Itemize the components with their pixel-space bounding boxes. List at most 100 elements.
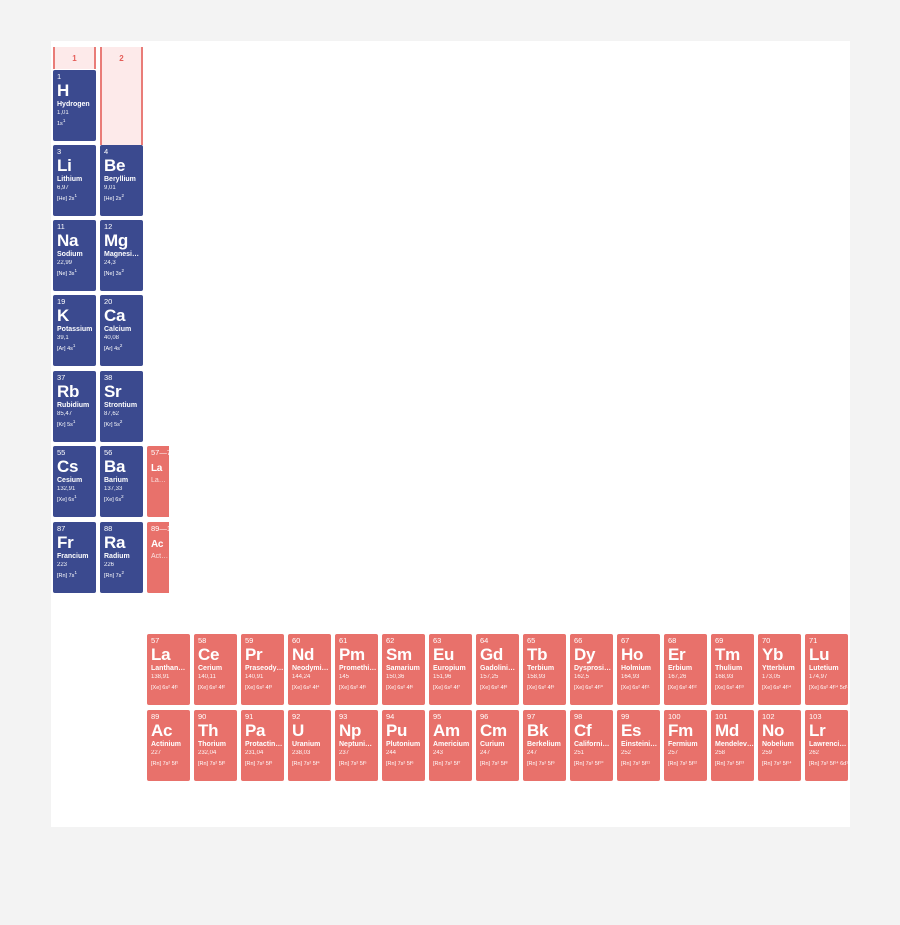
element-name: Gadolini… <box>480 665 515 672</box>
atomic-mass: 132,91 <box>57 486 76 492</box>
element-cell-cs[interactable]: 55 Cs Cesium 132,91 [Xe] 6s1 <box>53 446 96 517</box>
element-cell-np[interactable]: 93 Np Neptuni… 237 [Rn] 7s² 5f⁵ <box>335 710 378 781</box>
element-name: Lawrenci… <box>809 741 847 748</box>
electron-config: [Xe] 6s² 4f⁵ <box>339 685 367 691</box>
element-name: Americium <box>433 741 470 748</box>
element-symbol: Dy <box>574 645 596 664</box>
element-cell-eu[interactable]: 63 Eu Europium 151,96 [Xe] 6s² 4f⁷ <box>429 634 472 705</box>
element-symbol: Lu <box>809 645 830 664</box>
element-cell-th[interactable]: 90 Th Thorium 232,04 [Rn] 7s² 5f² <box>194 710 237 781</box>
element-cell-ba[interactable]: 56 Ba Barium 137,33 [Xe] 6s2 <box>100 446 143 517</box>
atomic-number: 97 <box>527 712 536 721</box>
actinides-placeholder[interactable]: 89—103 Ac Actinides <box>147 522 169 593</box>
atomic-mass: 238,03 <box>292 750 311 756</box>
lanthanides-placeholder[interactable]: 57—71 La Lanthanides <box>147 446 169 517</box>
element-cell-fr[interactable]: 87 Fr Francium 223 [Rn] 7s1 <box>53 522 96 593</box>
element-cell-sr[interactable]: 38 Sr Strontium 87,62 [Kr] 5s2 <box>100 371 143 442</box>
atomic-mass: 226 <box>104 562 115 568</box>
element-cell-ce[interactable]: 58 Ce Cerium 140,11 [Xe] 6s² 4f² <box>194 634 237 705</box>
atomic-number: 65 <box>527 636 536 645</box>
element-cell-bk[interactable]: 97 Bk Berkelium 247 [Rn] 7s² 5f⁹ <box>523 710 566 781</box>
element-cell-h[interactable]: 1 H Hydrogen 1,01 1s1 <box>53 70 96 141</box>
element-name: Einsteini… <box>621 741 658 748</box>
atomic-number: 90 <box>198 712 207 721</box>
element-name: Cesium <box>57 477 83 484</box>
element-cell-gd[interactable]: 64 Gd Gadolini… 157,25 [Xe] 6s² 4f⁸ <box>476 634 519 705</box>
element-symbol: Fr <box>57 533 74 552</box>
element-symbol: Ra <box>104 533 126 552</box>
atomic-mass: 85,47 <box>57 411 73 417</box>
element-name: Praseodym… <box>245 665 284 672</box>
atomic-mass: 237 <box>339 750 350 756</box>
element-cell-na[interactable]: 11 Na Sodium 22,99 [Ne] 3s1 <box>53 220 96 291</box>
electron-config: [Xe] 6s² 4f¹³ <box>715 685 744 691</box>
element-name: Cerium <box>198 665 223 672</box>
element-cell-u[interactable]: 92 U Uranium 238,03 [Rn] 7s² 5f⁴ <box>288 710 331 781</box>
atomic-number: 70 <box>762 636 771 645</box>
element-cell-be[interactable]: 4 Be Beryllium 9,01 [He] 2s2 <box>100 145 143 216</box>
group-header-2[interactable]: 2 <box>100 47 143 69</box>
element-cell-lu[interactable]: 71 Lu Lutetium 174,97 [Xe] 6s² 4f¹⁴ 5d¹ <box>805 634 848 705</box>
electron-config: [Xe] 6s² 4f¹⁴ <box>762 685 792 691</box>
electron-config: [Rn] 7s² 5f¹³ <box>715 761 745 767</box>
element-cell-ho[interactable]: 67 Ho Holmium 164,93 [Xe] 6s² 4f¹¹ <box>617 634 660 705</box>
atomic-mass: 257 <box>668 750 679 756</box>
element-cell-cm[interactable]: 96 Cm Curium 247 [Rn] 7s² 5f⁸ <box>476 710 519 781</box>
atomic-number: 64 <box>480 636 489 645</box>
element-cell-li[interactable]: 3 Li Lithium 6,97 [He] 2s1 <box>53 145 96 216</box>
element-cell-sm[interactable]: 62 Sm Samarium 150,36 [Xe] 6s² 4f⁶ <box>382 634 425 705</box>
element-cell-cf[interactable]: 98 Cf Californi… 251 [Rn] 7s² 5f¹⁰ <box>570 710 613 781</box>
series-symbol: La <box>151 463 163 474</box>
element-cell-k[interactable]: 19 K Potassium 39,1 [Ar] 4s1 <box>53 295 96 366</box>
element-symbol: Cs <box>57 457 79 476</box>
atomic-mass: 251 <box>574 750 585 756</box>
element-cell-am[interactable]: 95 Am Americium 243 [Rn] 7s² 5f⁷ <box>429 710 472 781</box>
element-name: Promethium <box>339 665 378 672</box>
electron-config: [Kr] 5s1 <box>57 419 76 428</box>
electron-config: [Rn] 7s² 5f¹⁰ <box>574 761 604 767</box>
atomic-number: 93 <box>339 712 348 721</box>
atomic-number: 103 <box>809 712 822 721</box>
atomic-number: 66 <box>574 636 583 645</box>
element-cell-ca[interactable]: 20 Ca Calcium 40,08 [Ar] 4s2 <box>100 295 143 366</box>
element-symbol: Ac <box>151 721 173 740</box>
element-cell-la[interactable]: 57 La Lanthan… 138,91 [Xe] 6s² 4f¹ <box>147 634 190 705</box>
group-header-1[interactable]: 1 <box>53 47 96 69</box>
atomic-mass: 173,05 <box>762 674 781 680</box>
electron-config: [Rn] 7s² 5f⁸ <box>480 761 508 767</box>
element-cell-md[interactable]: 101 Md Mendelevi… 258 [Rn] 7s² 5f¹³ <box>711 710 754 781</box>
atomic-number: 37 <box>57 373 66 382</box>
element-cell-lr[interactable]: 103 Lr Lawrenci… 262 [Rn] 7s² 5f¹⁴ 6d¹ <box>805 710 848 781</box>
atomic-number: 87 <box>57 524 66 533</box>
range-number: 89—103 <box>151 524 169 533</box>
element-cell-rb[interactable]: 37 Rb Rubidium 85,47 [Kr] 5s1 <box>53 371 96 442</box>
element-name: Lanthan… <box>151 665 186 672</box>
element-cell-ac[interactable]: 89 Ac Actinium 227 [Rn] 7s² 5f¹ <box>147 710 190 781</box>
element-symbol: H <box>57 81 69 100</box>
element-cell-tm[interactable]: 69 Tm Thulium 168,93 [Xe] 6s² 4f¹³ <box>711 634 754 705</box>
element-cell-es[interactable]: 99 Es Einsteini… 252 [Rn] 7s² 5f¹¹ <box>617 710 660 781</box>
element-symbol: Ho <box>621 645 644 664</box>
electron-config: [He] 2s2 <box>104 193 124 202</box>
element-name: Calcium <box>104 326 132 333</box>
element-cell-pm[interactable]: 61 Pm Promethium 145 [Xe] 6s² 4f⁵ <box>335 634 378 705</box>
element-cell-nd[interactable]: 60 Nd Neodymi… 144,24 [Xe] 6s² 4f⁴ <box>288 634 331 705</box>
element-cell-yb[interactable]: 70 Yb Ytterbium 173,05 [Xe] 6s² 4f¹⁴ <box>758 634 801 705</box>
element-cell-dy[interactable]: 66 Dy Dysprosi… 162,5 [Xe] 6s² 4f¹⁰ <box>570 634 613 705</box>
element-name: Lithium <box>57 176 83 183</box>
atomic-mass: 168,93 <box>715 674 734 680</box>
electron-config: [Rn] 7s² 5f¹⁴ 6d¹ <box>809 761 848 767</box>
element-cell-ra[interactable]: 88 Ra Radium 226 [Rn] 7s2 <box>100 522 143 593</box>
atomic-mass: 9,01 <box>104 185 116 191</box>
electron-config: [Rn] 7s² 5f¹ <box>151 761 179 767</box>
element-cell-no[interactable]: 102 No Nobelium 259 [Rn] 7s² 5f¹⁴ <box>758 710 801 781</box>
element-cell-pu[interactable]: 94 Pu Plutonium 244 [Rn] 7s² 5f⁶ <box>382 710 425 781</box>
element-cell-mg[interactable]: 12 Mg Magnesi… 24,3 [Ne] 3s2 <box>100 220 143 291</box>
element-cell-er[interactable]: 68 Er Erbium 167,26 [Xe] 6s² 4f¹² <box>664 634 707 705</box>
element-cell-tb[interactable]: 65 Tb Terbium 158,93 [Xe] 6s² 4f⁹ <box>523 634 566 705</box>
element-cell-fm[interactable]: 100 Fm Fermium 257 [Rn] 7s² 5f¹² <box>664 710 707 781</box>
electron-config: [Ar] 4s1 <box>57 343 76 352</box>
element-symbol: Ce <box>198 645 220 664</box>
